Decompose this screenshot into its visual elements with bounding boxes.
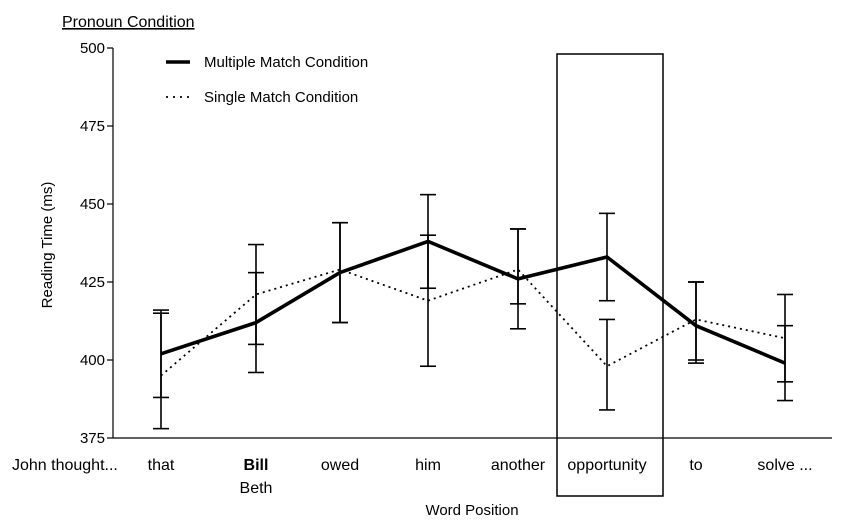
x-category-label: Bill [244, 457, 269, 474]
sentence-start-label: John thought... [12, 457, 118, 474]
series-line-multiple-match [160, 239, 786, 365]
x-category-label: to [689, 457, 702, 474]
y-axis-title: Reading Time (ms) [39, 182, 56, 309]
x-category-labels: that Bill owed him another opportunity to solve… [148, 457, 813, 497]
y-tick-label: 450 [80, 196, 105, 213]
x-category-label: another [491, 457, 546, 474]
x-category-label: solve ... [757, 457, 812, 474]
error-bar [777, 293, 793, 383]
error-bar [599, 212, 615, 302]
axes [112, 48, 832, 439]
error-bar [688, 281, 704, 361]
y-tick-label: 375 [80, 430, 105, 447]
x-category-alt-label: Beth [240, 480, 273, 497]
series-lines [160, 239, 786, 377]
legend-item: Single Match Condition [166, 89, 358, 106]
x-category-label: him [415, 457, 441, 474]
x-category-label: owed [321, 457, 359, 474]
error-bar [599, 318, 615, 411]
y-tick-label: 475 [80, 118, 105, 135]
panel-title: Pronoun Condition [62, 14, 195, 31]
error-bar [248, 243, 264, 346]
error-bar [153, 309, 169, 399]
legend-label: Single Match Condition [204, 89, 358, 106]
legend-item: Multiple Match Condition [166, 54, 368, 71]
x-category-label: that [148, 457, 175, 474]
x-category-label: opportunity [567, 457, 646, 474]
error-bar [420, 234, 436, 290]
error-bars [153, 193, 793, 430]
error-bar [510, 228, 526, 305]
series-line-single-match [160, 268, 786, 377]
y-tick-label: 400 [80, 352, 105, 369]
error-bar [332, 221, 348, 324]
y-tick-label: 500 [80, 40, 105, 57]
legend: Multiple Match Condition Single Match Con… [166, 54, 368, 106]
y-tick-label: 425 [80, 274, 105, 291]
x-axis-title: Word Position [425, 502, 518, 519]
legend-label: Multiple Match Condition [204, 54, 368, 71]
y-axis-ticks: 375 400 425 450 475 500 [80, 40, 113, 447]
highlight-box [556, 53, 664, 497]
